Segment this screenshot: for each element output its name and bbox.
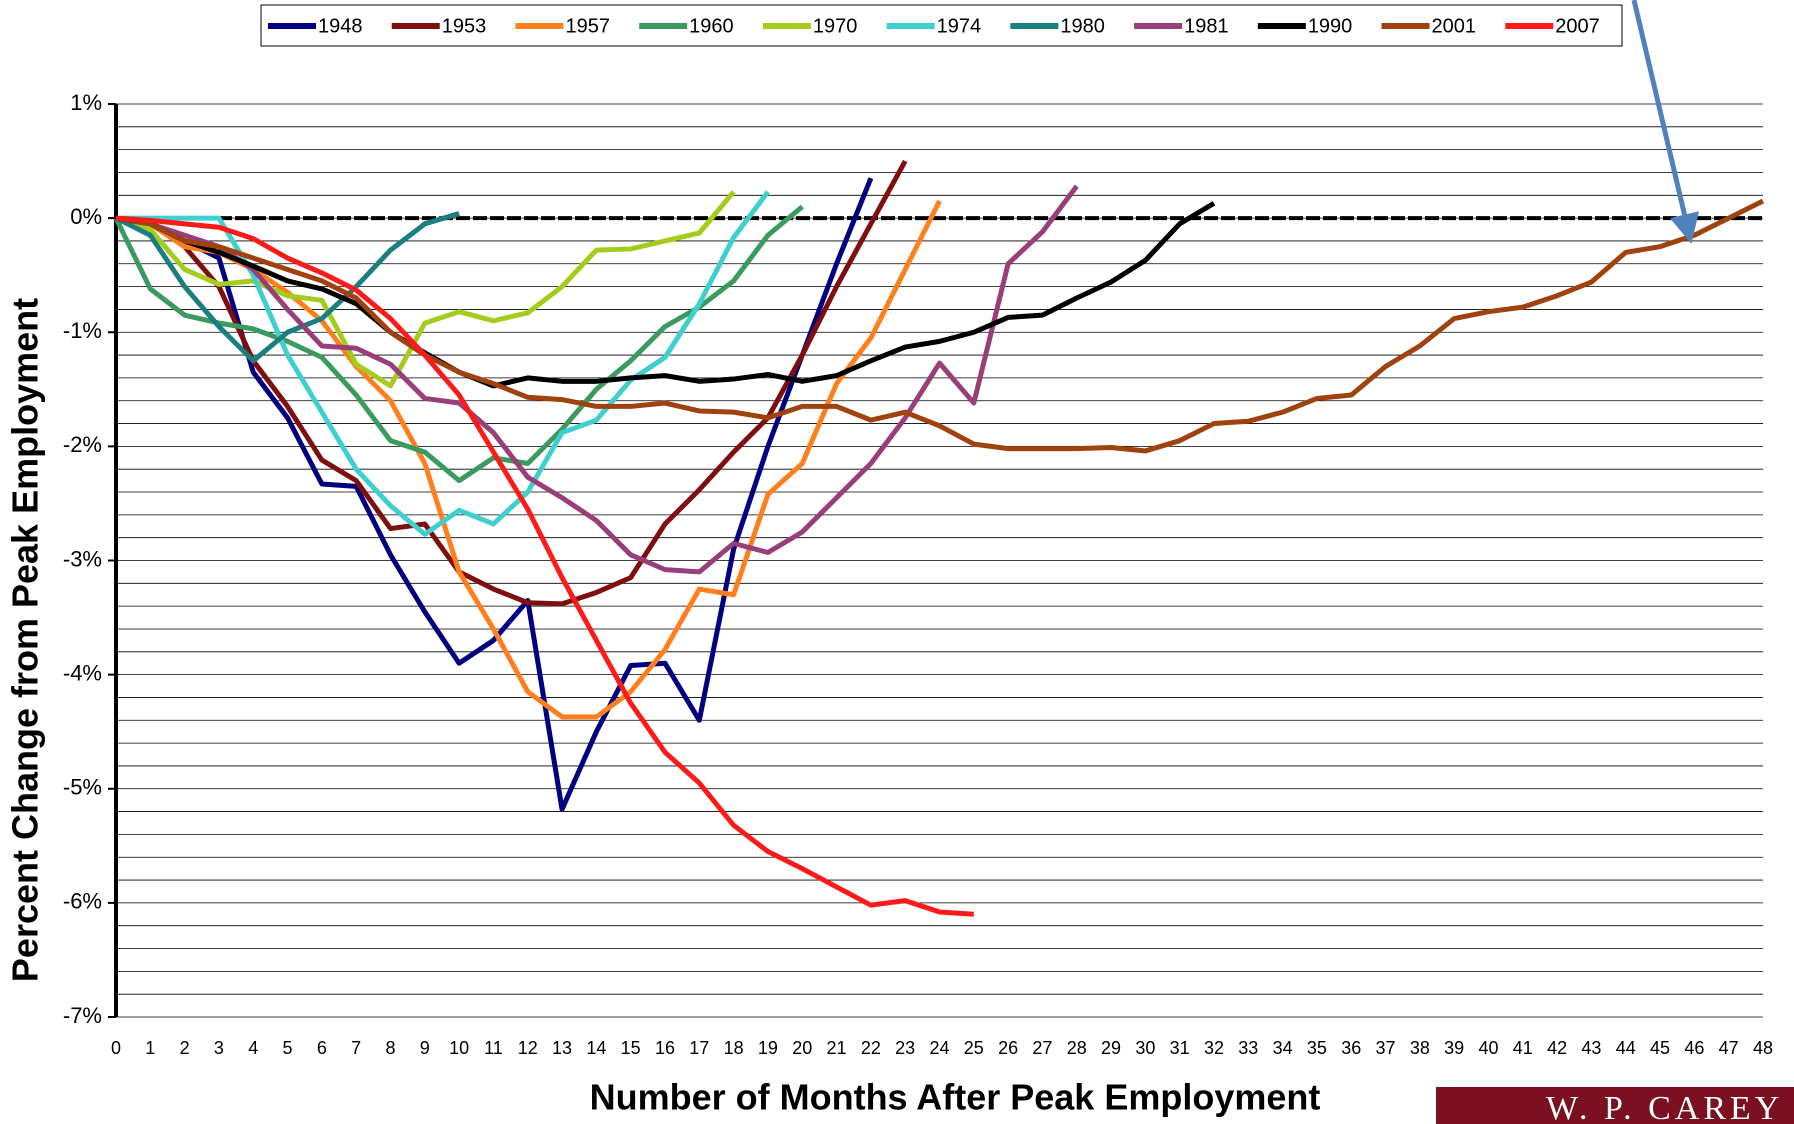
x-tick-label: 11 xyxy=(484,1038,503,1058)
y-tick-label: -7% xyxy=(63,1003,102,1028)
x-tick-label: 45 xyxy=(1650,1038,1670,1058)
x-tick-label: 39 xyxy=(1444,1038,1464,1058)
x-tick-label: 22 xyxy=(861,1038,881,1058)
x-tick-label: 18 xyxy=(724,1038,744,1058)
legend-label: 1953 xyxy=(442,15,487,37)
series-line xyxy=(115,199,942,720)
series-line xyxy=(115,177,874,812)
y-tick-label: 1% xyxy=(70,90,102,115)
x-tick-label: 12 xyxy=(518,1038,538,1058)
series-line xyxy=(114,211,460,364)
x-tick-label: 16 xyxy=(655,1038,675,1058)
series-line xyxy=(115,184,1079,575)
legend-label: 1970 xyxy=(813,15,858,37)
x-tick-label: 48 xyxy=(1753,1038,1773,1058)
legend-label: 1974 xyxy=(937,15,982,37)
grid xyxy=(114,103,1763,1018)
legend-label: 2001 xyxy=(1432,15,1477,37)
x-tick-label: 23 xyxy=(895,1038,915,1058)
x-tick-label: 30 xyxy=(1135,1038,1155,1058)
x-tick-label: 8 xyxy=(385,1038,395,1058)
y-tick-label: -6% xyxy=(63,889,102,914)
y-tick-label: -4% xyxy=(63,660,102,685)
x-tick-label: 25 xyxy=(964,1038,984,1058)
x-tick-label: 47 xyxy=(1719,1038,1739,1058)
y-tick-label: -2% xyxy=(63,432,102,457)
x-tick-label: 14 xyxy=(586,1038,606,1058)
x-tick-label: 38 xyxy=(1410,1038,1430,1058)
series-line xyxy=(115,190,736,389)
x-tick-label: 26 xyxy=(998,1038,1018,1058)
x-tick-label: 29 xyxy=(1101,1038,1121,1058)
y-axis-title: Percent Change from Peak Employment xyxy=(5,298,46,982)
x-tick-label: 32 xyxy=(1204,1038,1224,1058)
logo: W. P. CAREY xyxy=(1436,1087,1794,1124)
x-tick-label: 5 xyxy=(283,1038,293,1058)
y-tick-label: -5% xyxy=(63,775,102,800)
x-tick-label: 7 xyxy=(351,1038,361,1058)
logo-box xyxy=(1436,1087,1794,1124)
series-line xyxy=(113,204,804,484)
y-tick-label: -1% xyxy=(63,318,102,343)
x-tick-label: 42 xyxy=(1547,1038,1567,1058)
annotation-arrow xyxy=(1631,0,1700,244)
x-tick-label: 46 xyxy=(1684,1038,1704,1058)
series-line xyxy=(115,198,1765,454)
x-tick-label: 41 xyxy=(1513,1038,1533,1058)
x-tick-label: 31 xyxy=(1170,1038,1190,1058)
legend-label: 1957 xyxy=(565,15,610,37)
x-tick-label: 6 xyxy=(317,1038,327,1058)
x-tick-label: 27 xyxy=(1032,1038,1052,1058)
x-tick-label: 28 xyxy=(1067,1038,1087,1058)
y-tick-label: -3% xyxy=(63,546,102,571)
x-tick-label: 19 xyxy=(758,1038,778,1058)
x-tick-label: 24 xyxy=(929,1038,949,1058)
legend-label: 1948 xyxy=(318,15,363,37)
x-tick-label: 2 xyxy=(180,1038,190,1058)
legend-label: 1981 xyxy=(1184,15,1229,37)
y-tick-label: 0% xyxy=(70,204,102,229)
x-tick-label: 40 xyxy=(1478,1038,1498,1058)
series-lines xyxy=(113,159,1765,917)
x-tick-label: 44 xyxy=(1616,1038,1636,1058)
legend-label: 1980 xyxy=(1060,15,1105,37)
series-line xyxy=(115,201,1216,389)
x-tick-label: 3 xyxy=(214,1038,224,1058)
legend-label: 1960 xyxy=(689,15,734,37)
x-tick-label: 9 xyxy=(420,1038,430,1058)
x-tick-label: 34 xyxy=(1273,1038,1293,1058)
series-line xyxy=(115,215,974,917)
x-tick-label: 17 xyxy=(689,1038,709,1058)
x-tick-label: 0 xyxy=(111,1038,121,1058)
x-tick-label: 10 xyxy=(449,1038,469,1058)
x-tick-label: 43 xyxy=(1581,1038,1601,1058)
x-tick-label: 1 xyxy=(145,1038,155,1058)
legend-label: 2007 xyxy=(1555,15,1600,37)
x-tick-label: 4 xyxy=(248,1038,258,1058)
x-tick-label: 37 xyxy=(1376,1038,1396,1058)
logo-text: W. P. CAREY xyxy=(1546,1090,1783,1124)
x-tick-label: 35 xyxy=(1307,1038,1327,1058)
x-tick-label: 36 xyxy=(1341,1038,1361,1058)
x-tick-label: 21 xyxy=(827,1038,847,1058)
x-tick-label: 20 xyxy=(792,1038,812,1058)
legend-label: 1990 xyxy=(1308,15,1353,37)
x-tick-label: 15 xyxy=(621,1038,641,1058)
x-tick-label: 33 xyxy=(1238,1038,1258,1058)
x-tick-label: 13 xyxy=(552,1038,572,1058)
x-axis-title: Number of Months After Peak Employment xyxy=(590,1077,1321,1118)
series-line xyxy=(115,159,908,607)
